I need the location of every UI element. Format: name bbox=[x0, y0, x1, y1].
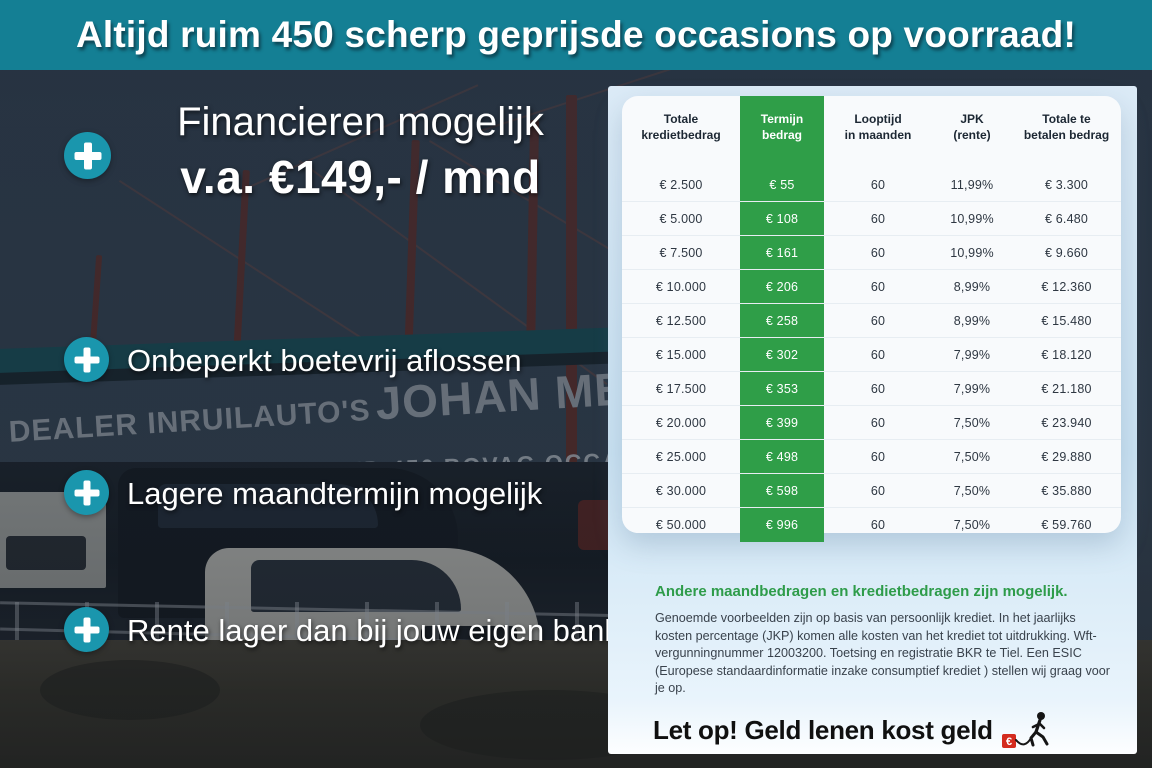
plus-icon bbox=[64, 607, 109, 652]
promo-bullet: Lagere maandtermijn mogelijk bbox=[127, 476, 543, 511]
table-row: € 2.500 € 55 60 11,99% € 3.300 bbox=[622, 168, 1121, 201]
plus-icon bbox=[64, 132, 111, 179]
table-cell: € 12.360 bbox=[1041, 279, 1092, 294]
credit-warning-icon: € bbox=[1001, 712, 1049, 748]
table-cell: 60 bbox=[870, 381, 886, 396]
table-cell: 7,50% bbox=[953, 415, 991, 430]
table-cell: € 2.500 bbox=[659, 177, 703, 192]
table-cell: 8,99% bbox=[953, 313, 991, 328]
finance-table-card: Totale kredietbedrag Termijn bedrag Loopti… bbox=[622, 96, 1121, 533]
table-row: € 7.500 € 161 60 10,99% € 9.660 bbox=[622, 235, 1121, 269]
table-cell: € 12.500 bbox=[655, 313, 707, 328]
table-row: € 5.000 € 108 60 10,99% € 6.480 bbox=[622, 201, 1121, 235]
table-cell: € 498 bbox=[740, 440, 824, 473]
table-header-row: Totale kredietbedrag Termijn bedrag Loopti… bbox=[622, 96, 1121, 168]
table-cell: € 23.940 bbox=[1041, 415, 1092, 430]
table-cell: € 21.180 bbox=[1041, 381, 1092, 396]
credit-warning-text: Let op! Geld lenen kost geld bbox=[653, 714, 993, 745]
note-heading: Andere maandbedragen en kredietbedragen … bbox=[655, 583, 1068, 600]
table-cell: € 996 bbox=[740, 508, 824, 533]
table-cell: 60 bbox=[870, 313, 886, 328]
table-cell: € 9.660 bbox=[1044, 245, 1089, 260]
table-row: € 50.000 € 996 60 7,50% € 59.760 bbox=[622, 507, 1121, 533]
table-cell: 60 bbox=[870, 449, 886, 464]
table-cell: 11,99% bbox=[950, 177, 994, 192]
table-cell: € 10.000 bbox=[655, 279, 707, 294]
table-cell: € 5.000 bbox=[659, 211, 703, 226]
table-cell: € 6.480 bbox=[1044, 211, 1089, 226]
promo-headline: Financieren mogelijk bbox=[177, 100, 544, 144]
table-cell: 60 bbox=[870, 347, 886, 362]
table-cell: € 15.480 bbox=[1041, 313, 1092, 328]
table-cell: € 353 bbox=[740, 372, 824, 405]
table-cell: 60 bbox=[870, 415, 886, 430]
promo-bullet: Rente lager dan bij jouw eigen bank bbox=[127, 613, 620, 648]
table-cell: 7,99% bbox=[953, 381, 991, 396]
table-row: € 10.000 € 206 60 8,99% € 12.360 bbox=[622, 269, 1121, 303]
credit-warning: Let op! Geld lenen kost geld € bbox=[653, 708, 1053, 752]
table-cell: 60 bbox=[870, 517, 886, 532]
table-cell: 60 bbox=[870, 245, 886, 260]
table-cell: € 206 bbox=[740, 270, 824, 303]
column-header: Termijn bedrag bbox=[740, 96, 824, 168]
table-cell: € 399 bbox=[740, 406, 824, 439]
table-cell: € 161 bbox=[740, 236, 824, 269]
table-cell: 8,99% bbox=[953, 279, 991, 294]
promo-headline-block: Financieren mogelijk v.a. €149,- / mnd bbox=[128, 98, 593, 206]
finance-table-body: € 2.500 € 55 60 11,99% € 3.300 € 5.000 € 108 60… bbox=[622, 168, 1121, 533]
table-cell: 7,50% bbox=[953, 517, 991, 532]
promo-bullet: Onbeperkt boetevrij aflossen bbox=[127, 343, 522, 378]
table-cell: € 598 bbox=[740, 474, 824, 507]
table-cell: € 20.000 bbox=[655, 415, 707, 430]
table-cell: € 302 bbox=[740, 338, 824, 371]
table-cell: € 59.760 bbox=[1041, 517, 1092, 532]
plus-icon bbox=[64, 470, 109, 515]
table-cell: € 3.300 bbox=[1044, 177, 1089, 192]
svg-text:€: € bbox=[1006, 736, 1012, 748]
table-row: € 17.500 € 353 60 7,99% € 21.180 bbox=[622, 371, 1121, 405]
column-header: Looptijd in maanden bbox=[844, 112, 912, 142]
top-banner: Altijd ruim 450 scherp geprijsde occasio… bbox=[0, 0, 1152, 70]
table-cell: € 29.880 bbox=[1041, 449, 1092, 464]
banner-text: Altijd ruim 450 scherp geprijsde occasio… bbox=[75, 14, 1076, 55]
column-header: Totale te betalen bedrag bbox=[1023, 112, 1110, 142]
table-row: € 12.500 € 258 60 8,99% € 15.480 bbox=[622, 303, 1121, 337]
table-cell: 10,99% bbox=[950, 245, 994, 260]
table-cell: 60 bbox=[870, 211, 886, 226]
disclaimer-text: Genoemde voorbeelden zijn op basis van p… bbox=[655, 611, 1111, 696]
table-cell: € 258 bbox=[740, 304, 824, 337]
table-cell: 7,50% bbox=[953, 449, 991, 464]
table-row: € 30.000 € 598 60 7,50% € 35.880 bbox=[622, 473, 1121, 507]
table-cell: € 18.120 bbox=[1041, 347, 1092, 362]
table-cell: € 25.000 bbox=[655, 449, 707, 464]
table-cell: € 7.500 bbox=[659, 245, 703, 260]
plus-icon bbox=[64, 337, 109, 382]
table-cell: € 108 bbox=[740, 202, 824, 235]
table-cell: 60 bbox=[870, 177, 886, 192]
table-cell: € 15.000 bbox=[655, 347, 707, 362]
table-cell: 10,99% bbox=[950, 211, 994, 226]
table-cell: 7,99% bbox=[953, 347, 991, 362]
table-row: € 25.000 € 498 60 7,50% € 29.880 bbox=[622, 439, 1121, 473]
table-cell: 60 bbox=[870, 483, 886, 498]
table-cell: € 30.000 bbox=[655, 483, 707, 498]
green-column-extension bbox=[740, 533, 824, 542]
table-cell: 60 bbox=[870, 279, 886, 294]
table-row: € 15.000 € 302 60 7,99% € 18.120 bbox=[622, 337, 1121, 371]
table-cell: € 55 bbox=[740, 168, 824, 201]
finance-table-head: Totale kredietbedrag Termijn bedrag Loopti… bbox=[622, 96, 1121, 168]
table-cell: € 17.500 bbox=[655, 381, 707, 396]
table-cell: € 35.880 bbox=[1041, 483, 1092, 498]
promo-price-line: v.a. €149,- / mnd bbox=[180, 151, 541, 203]
table-cell: € 50.000 bbox=[655, 517, 707, 532]
table-cell: 7,50% bbox=[953, 483, 991, 498]
column-header: Totale kredietbedrag bbox=[641, 112, 721, 142]
finance-panel: Totale kredietbedrag Termijn bedrag Loopti… bbox=[608, 86, 1137, 754]
column-header: JPK (rente) bbox=[953, 112, 991, 142]
table-row: € 20.000 € 399 60 7,50% € 23.940 bbox=[622, 405, 1121, 439]
